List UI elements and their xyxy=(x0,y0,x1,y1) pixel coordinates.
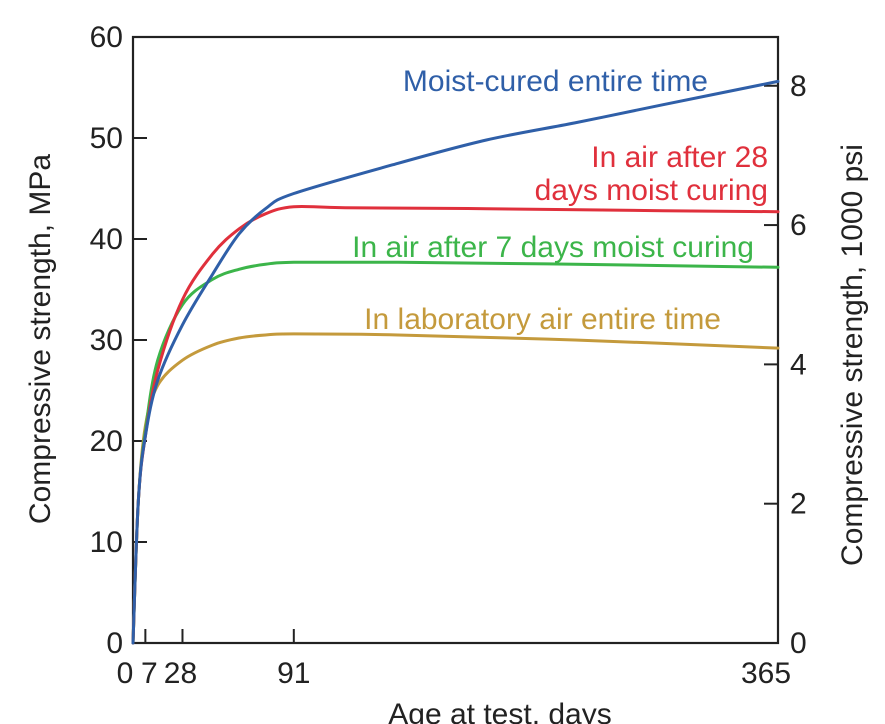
x-tick-label: 91 xyxy=(277,657,310,690)
y2-tick-label: 8 xyxy=(790,70,807,103)
y2-tick-label: 0 xyxy=(790,627,807,660)
x-tick-label: 0 xyxy=(117,657,134,690)
series-label-line: days moist curing xyxy=(535,174,768,207)
series-group xyxy=(131,79,780,645)
y2-tick-label: 2 xyxy=(790,488,807,521)
series-label-line: In laboratory air entire time xyxy=(364,303,721,336)
moist-cured-line xyxy=(131,79,780,645)
y-tick-label: 40 xyxy=(90,223,123,256)
laboratory-air-line xyxy=(131,332,780,645)
y-axis-label-right: Compressive strength, 1000 psi xyxy=(836,144,869,566)
y-tick-label: 50 xyxy=(90,122,123,155)
x-tick-label: 28 xyxy=(164,657,197,690)
series-label-line: In air after 7 days moist curing xyxy=(352,231,754,264)
y2-tick-label: 4 xyxy=(790,348,807,381)
y-axis-label-left: Compressive strength, MPa xyxy=(24,154,57,524)
x-axis-label: Age at test, days xyxy=(388,698,611,724)
y-tick-label: 30 xyxy=(90,324,123,357)
series-label-line: In air after 28 xyxy=(591,141,768,174)
x-tick-label: 7 xyxy=(141,657,158,690)
y-tick-label: 60 xyxy=(90,21,123,54)
series-label-line: Moist-cured entire time xyxy=(403,65,708,98)
series-labels: Moist-cured entire time In air after 28 da… xyxy=(352,65,768,336)
y-tick-label: 0 xyxy=(106,627,123,660)
moist-cured-label: Moist-cured entire time xyxy=(403,65,708,98)
y-tick-label: 10 xyxy=(90,526,123,559)
laboratory-air-label: In laboratory air entire time xyxy=(364,303,721,336)
y2-tick-label: 6 xyxy=(790,209,807,242)
air-after-7-days-label: In air after 7 days moist curing xyxy=(352,231,754,264)
y-tick-label: 20 xyxy=(90,425,123,458)
x-tick-label: 365 xyxy=(741,657,791,690)
air-after-28-days-label: In air after 28 days moist curing xyxy=(535,141,768,207)
